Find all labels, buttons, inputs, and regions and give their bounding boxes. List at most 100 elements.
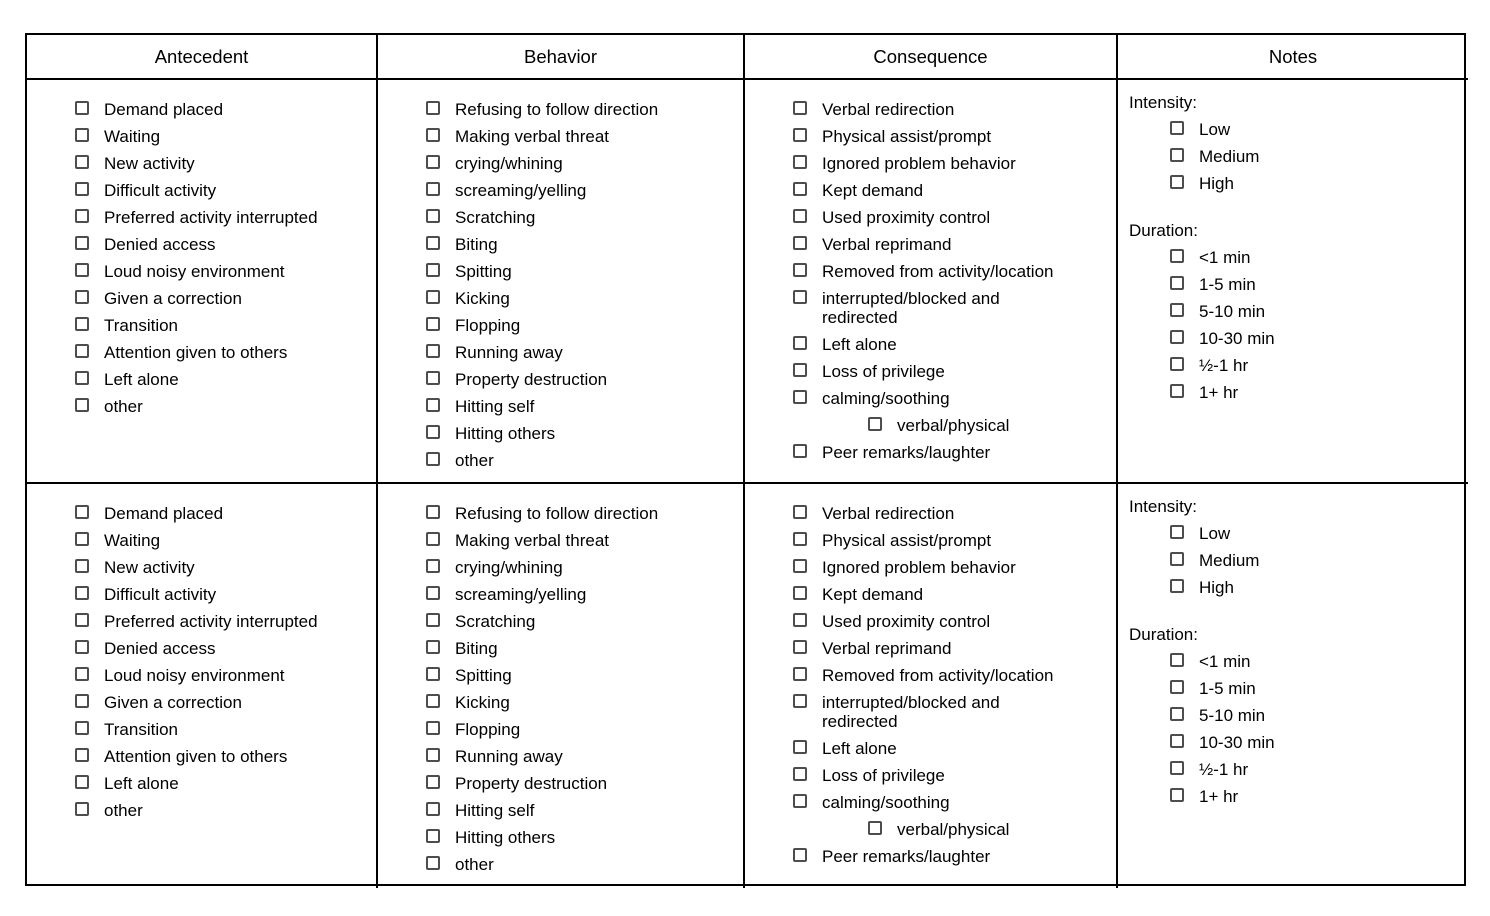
- checkbox[interactable]: [1170, 788, 1184, 802]
- checkbox[interactable]: [793, 667, 807, 681]
- checkbox[interactable]: [1170, 249, 1184, 263]
- checkbox[interactable]: [793, 586, 807, 600]
- checkbox[interactable]: [75, 344, 89, 358]
- checkbox[interactable]: [426, 586, 440, 600]
- checkbox[interactable]: [426, 802, 440, 816]
- checkbox[interactable]: [793, 767, 807, 781]
- checkbox[interactable]: [75, 586, 89, 600]
- checkbox[interactable]: [75, 182, 89, 196]
- checkbox[interactable]: [426, 209, 440, 223]
- checkbox[interactable]: [793, 613, 807, 627]
- checkbox[interactable]: [426, 532, 440, 546]
- checkbox[interactable]: [793, 694, 807, 708]
- checkbox[interactable]: [1170, 734, 1184, 748]
- checkbox[interactable]: [1170, 761, 1184, 775]
- checkbox[interactable]: [1170, 653, 1184, 667]
- checkbox[interactable]: [75, 667, 89, 681]
- checkbox[interactable]: [426, 263, 440, 277]
- checkbox[interactable]: [793, 848, 807, 862]
- checkbox[interactable]: [793, 209, 807, 223]
- checkbox[interactable]: [426, 398, 440, 412]
- checkbox[interactable]: [75, 101, 89, 115]
- checkbox[interactable]: [793, 444, 807, 458]
- checkbox[interactable]: [75, 263, 89, 277]
- checkbox-item: Medium: [1170, 147, 1462, 166]
- checkbox[interactable]: [793, 532, 807, 546]
- checkbox[interactable]: [426, 371, 440, 385]
- checkbox[interactable]: [793, 128, 807, 142]
- checkbox[interactable]: [1170, 175, 1184, 189]
- checkbox[interactable]: [1170, 357, 1184, 371]
- checkbox[interactable]: [75, 532, 89, 546]
- checkbox[interactable]: [426, 856, 440, 870]
- checkbox[interactable]: [75, 290, 89, 304]
- checkbox[interactable]: [426, 290, 440, 304]
- checkbox[interactable]: [75, 128, 89, 142]
- checkbox[interactable]: [1170, 680, 1184, 694]
- checkbox[interactable]: [426, 236, 440, 250]
- checkbox-label: verbal/physical: [897, 416, 1010, 435]
- checkbox[interactable]: [426, 505, 440, 519]
- checkbox[interactable]: [1170, 384, 1184, 398]
- checkbox[interactable]: [793, 336, 807, 350]
- checkbox-item: Making verbal threat: [426, 531, 737, 550]
- checkbox[interactable]: [426, 667, 440, 681]
- checkbox[interactable]: [1170, 121, 1184, 135]
- checkbox[interactable]: [75, 236, 89, 250]
- checkbox[interactable]: [426, 182, 440, 196]
- checkbox[interactable]: [75, 559, 89, 573]
- checkbox[interactable]: [793, 236, 807, 250]
- checkbox[interactable]: [1170, 303, 1184, 317]
- checkbox[interactable]: [426, 829, 440, 843]
- checkbox[interactable]: [426, 128, 440, 142]
- checkbox[interactable]: [426, 155, 440, 169]
- checkbox[interactable]: [75, 775, 89, 789]
- checkbox[interactable]: [75, 613, 89, 627]
- checkbox[interactable]: [75, 209, 89, 223]
- checkbox[interactable]: [426, 748, 440, 762]
- checkbox[interactable]: [426, 425, 440, 439]
- checkbox[interactable]: [1170, 276, 1184, 290]
- checkbox[interactable]: [426, 559, 440, 573]
- checkbox[interactable]: [1170, 579, 1184, 593]
- checkbox[interactable]: [793, 290, 807, 304]
- checkbox[interactable]: [793, 740, 807, 754]
- checkbox[interactable]: [75, 398, 89, 412]
- checkbox[interactable]: [793, 640, 807, 654]
- checkbox[interactable]: [426, 317, 440, 331]
- checkbox[interactable]: [75, 155, 89, 169]
- checkbox[interactable]: [75, 640, 89, 654]
- checkbox[interactable]: [1170, 552, 1184, 566]
- checkbox[interactable]: [793, 155, 807, 169]
- checkbox[interactable]: [793, 390, 807, 404]
- checkbox[interactable]: [426, 452, 440, 466]
- checkbox[interactable]: [793, 505, 807, 519]
- checkbox[interactable]: [426, 694, 440, 708]
- checkbox[interactable]: [426, 775, 440, 789]
- checkbox[interactable]: [793, 101, 807, 115]
- checkbox[interactable]: [1170, 707, 1184, 721]
- checkbox[interactable]: [426, 640, 440, 654]
- checkbox[interactable]: [868, 821, 882, 835]
- checkbox[interactable]: [426, 344, 440, 358]
- checkbox[interactable]: [793, 794, 807, 808]
- checkbox[interactable]: [868, 417, 882, 431]
- checkbox[interactable]: [75, 371, 89, 385]
- checkbox[interactable]: [793, 559, 807, 573]
- checkbox-label: 1+ hr: [1199, 383, 1239, 402]
- checkbox[interactable]: [793, 263, 807, 277]
- checkbox[interactable]: [793, 363, 807, 377]
- checkbox[interactable]: [1170, 330, 1184, 344]
- checkbox[interactable]: [426, 101, 440, 115]
- checkbox[interactable]: [793, 182, 807, 196]
- checkbox[interactable]: [75, 694, 89, 708]
- checkbox[interactable]: [426, 721, 440, 735]
- checkbox[interactable]: [75, 505, 89, 519]
- checkbox[interactable]: [1170, 148, 1184, 162]
- checkbox[interactable]: [75, 317, 89, 331]
- checkbox[interactable]: [75, 748, 89, 762]
- checkbox[interactable]: [1170, 525, 1184, 539]
- checkbox[interactable]: [426, 613, 440, 627]
- checkbox[interactable]: [75, 721, 89, 735]
- checkbox[interactable]: [75, 802, 89, 816]
